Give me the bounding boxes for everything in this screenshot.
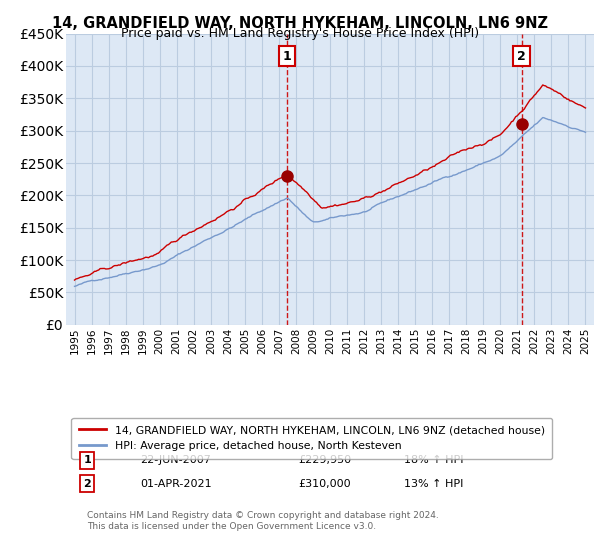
Text: 01-APR-2021: 01-APR-2021 — [140, 478, 212, 488]
Text: 1: 1 — [283, 50, 291, 63]
Text: Price paid vs. HM Land Registry's House Price Index (HPI): Price paid vs. HM Land Registry's House … — [121, 27, 479, 40]
Text: 2: 2 — [517, 50, 526, 63]
Text: 18% ↑ HPI: 18% ↑ HPI — [404, 455, 463, 465]
Text: £229,950: £229,950 — [298, 455, 352, 465]
Text: Contains HM Land Registry data © Crown copyright and database right 2024.
This d: Contains HM Land Registry data © Crown c… — [87, 511, 439, 530]
Text: £310,000: £310,000 — [298, 478, 351, 488]
Text: 14, GRANDFIELD WAY, NORTH HYKEHAM, LINCOLN, LN6 9NZ: 14, GRANDFIELD WAY, NORTH HYKEHAM, LINCO… — [52, 16, 548, 31]
Text: 1: 1 — [83, 455, 91, 465]
Text: 22-JUN-2007: 22-JUN-2007 — [140, 455, 211, 465]
Text: 2: 2 — [83, 478, 91, 488]
Legend: 14, GRANDFIELD WAY, NORTH HYKEHAM, LINCOLN, LN6 9NZ (detached house), HPI: Avera: 14, GRANDFIELD WAY, NORTH HYKEHAM, LINCO… — [71, 418, 553, 459]
Text: 13% ↑ HPI: 13% ↑ HPI — [404, 478, 463, 488]
